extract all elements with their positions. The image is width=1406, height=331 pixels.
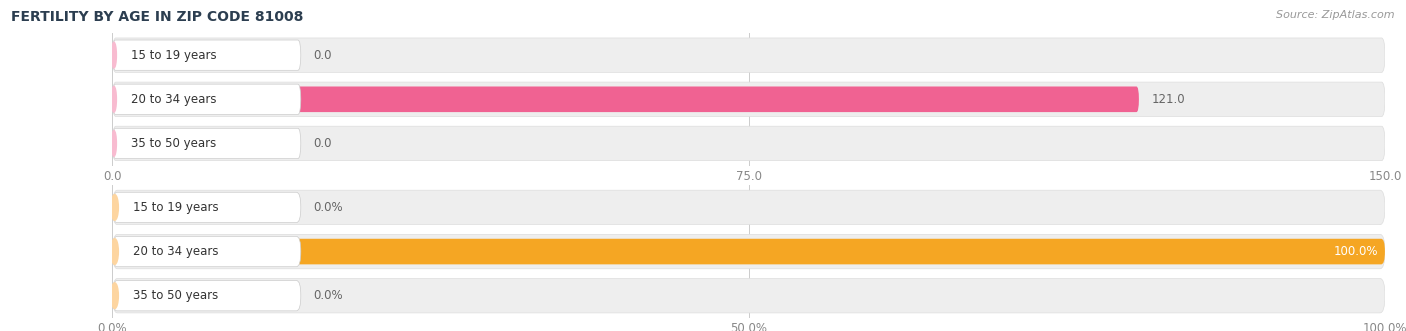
Text: 35 to 50 years: 35 to 50 years xyxy=(131,137,217,150)
Text: Source: ZipAtlas.com: Source: ZipAtlas.com xyxy=(1277,10,1395,20)
Text: 20 to 34 years: 20 to 34 years xyxy=(134,245,218,258)
Text: 0.0: 0.0 xyxy=(314,49,332,62)
FancyBboxPatch shape xyxy=(112,239,1385,264)
Text: FERTILITY BY AGE IN ZIP CODE 81008: FERTILITY BY AGE IN ZIP CODE 81008 xyxy=(11,10,304,24)
FancyBboxPatch shape xyxy=(112,82,1385,117)
FancyBboxPatch shape xyxy=(112,40,301,70)
Circle shape xyxy=(111,130,117,156)
Text: 20 to 34 years: 20 to 34 years xyxy=(131,93,217,106)
Text: 100.0%: 100.0% xyxy=(1334,245,1378,258)
FancyBboxPatch shape xyxy=(112,84,301,115)
Text: 0.0: 0.0 xyxy=(314,137,332,150)
FancyBboxPatch shape xyxy=(112,126,1385,161)
Circle shape xyxy=(111,86,117,112)
FancyBboxPatch shape xyxy=(112,281,301,311)
Text: 15 to 19 years: 15 to 19 years xyxy=(131,49,217,62)
Text: 121.0: 121.0 xyxy=(1152,93,1185,106)
Text: 15 to 19 years: 15 to 19 years xyxy=(134,201,219,214)
FancyBboxPatch shape xyxy=(112,38,1385,72)
FancyBboxPatch shape xyxy=(112,278,1385,313)
Text: 0.0%: 0.0% xyxy=(314,201,343,214)
FancyBboxPatch shape xyxy=(112,234,1385,269)
Text: 35 to 50 years: 35 to 50 years xyxy=(134,289,218,302)
FancyBboxPatch shape xyxy=(112,192,301,222)
Circle shape xyxy=(111,239,118,264)
FancyBboxPatch shape xyxy=(112,128,301,159)
FancyBboxPatch shape xyxy=(112,236,301,267)
Circle shape xyxy=(111,42,117,68)
Text: 0.0%: 0.0% xyxy=(314,289,343,302)
Circle shape xyxy=(111,283,118,308)
Circle shape xyxy=(111,195,118,220)
FancyBboxPatch shape xyxy=(112,86,1139,112)
FancyBboxPatch shape xyxy=(112,190,1385,225)
